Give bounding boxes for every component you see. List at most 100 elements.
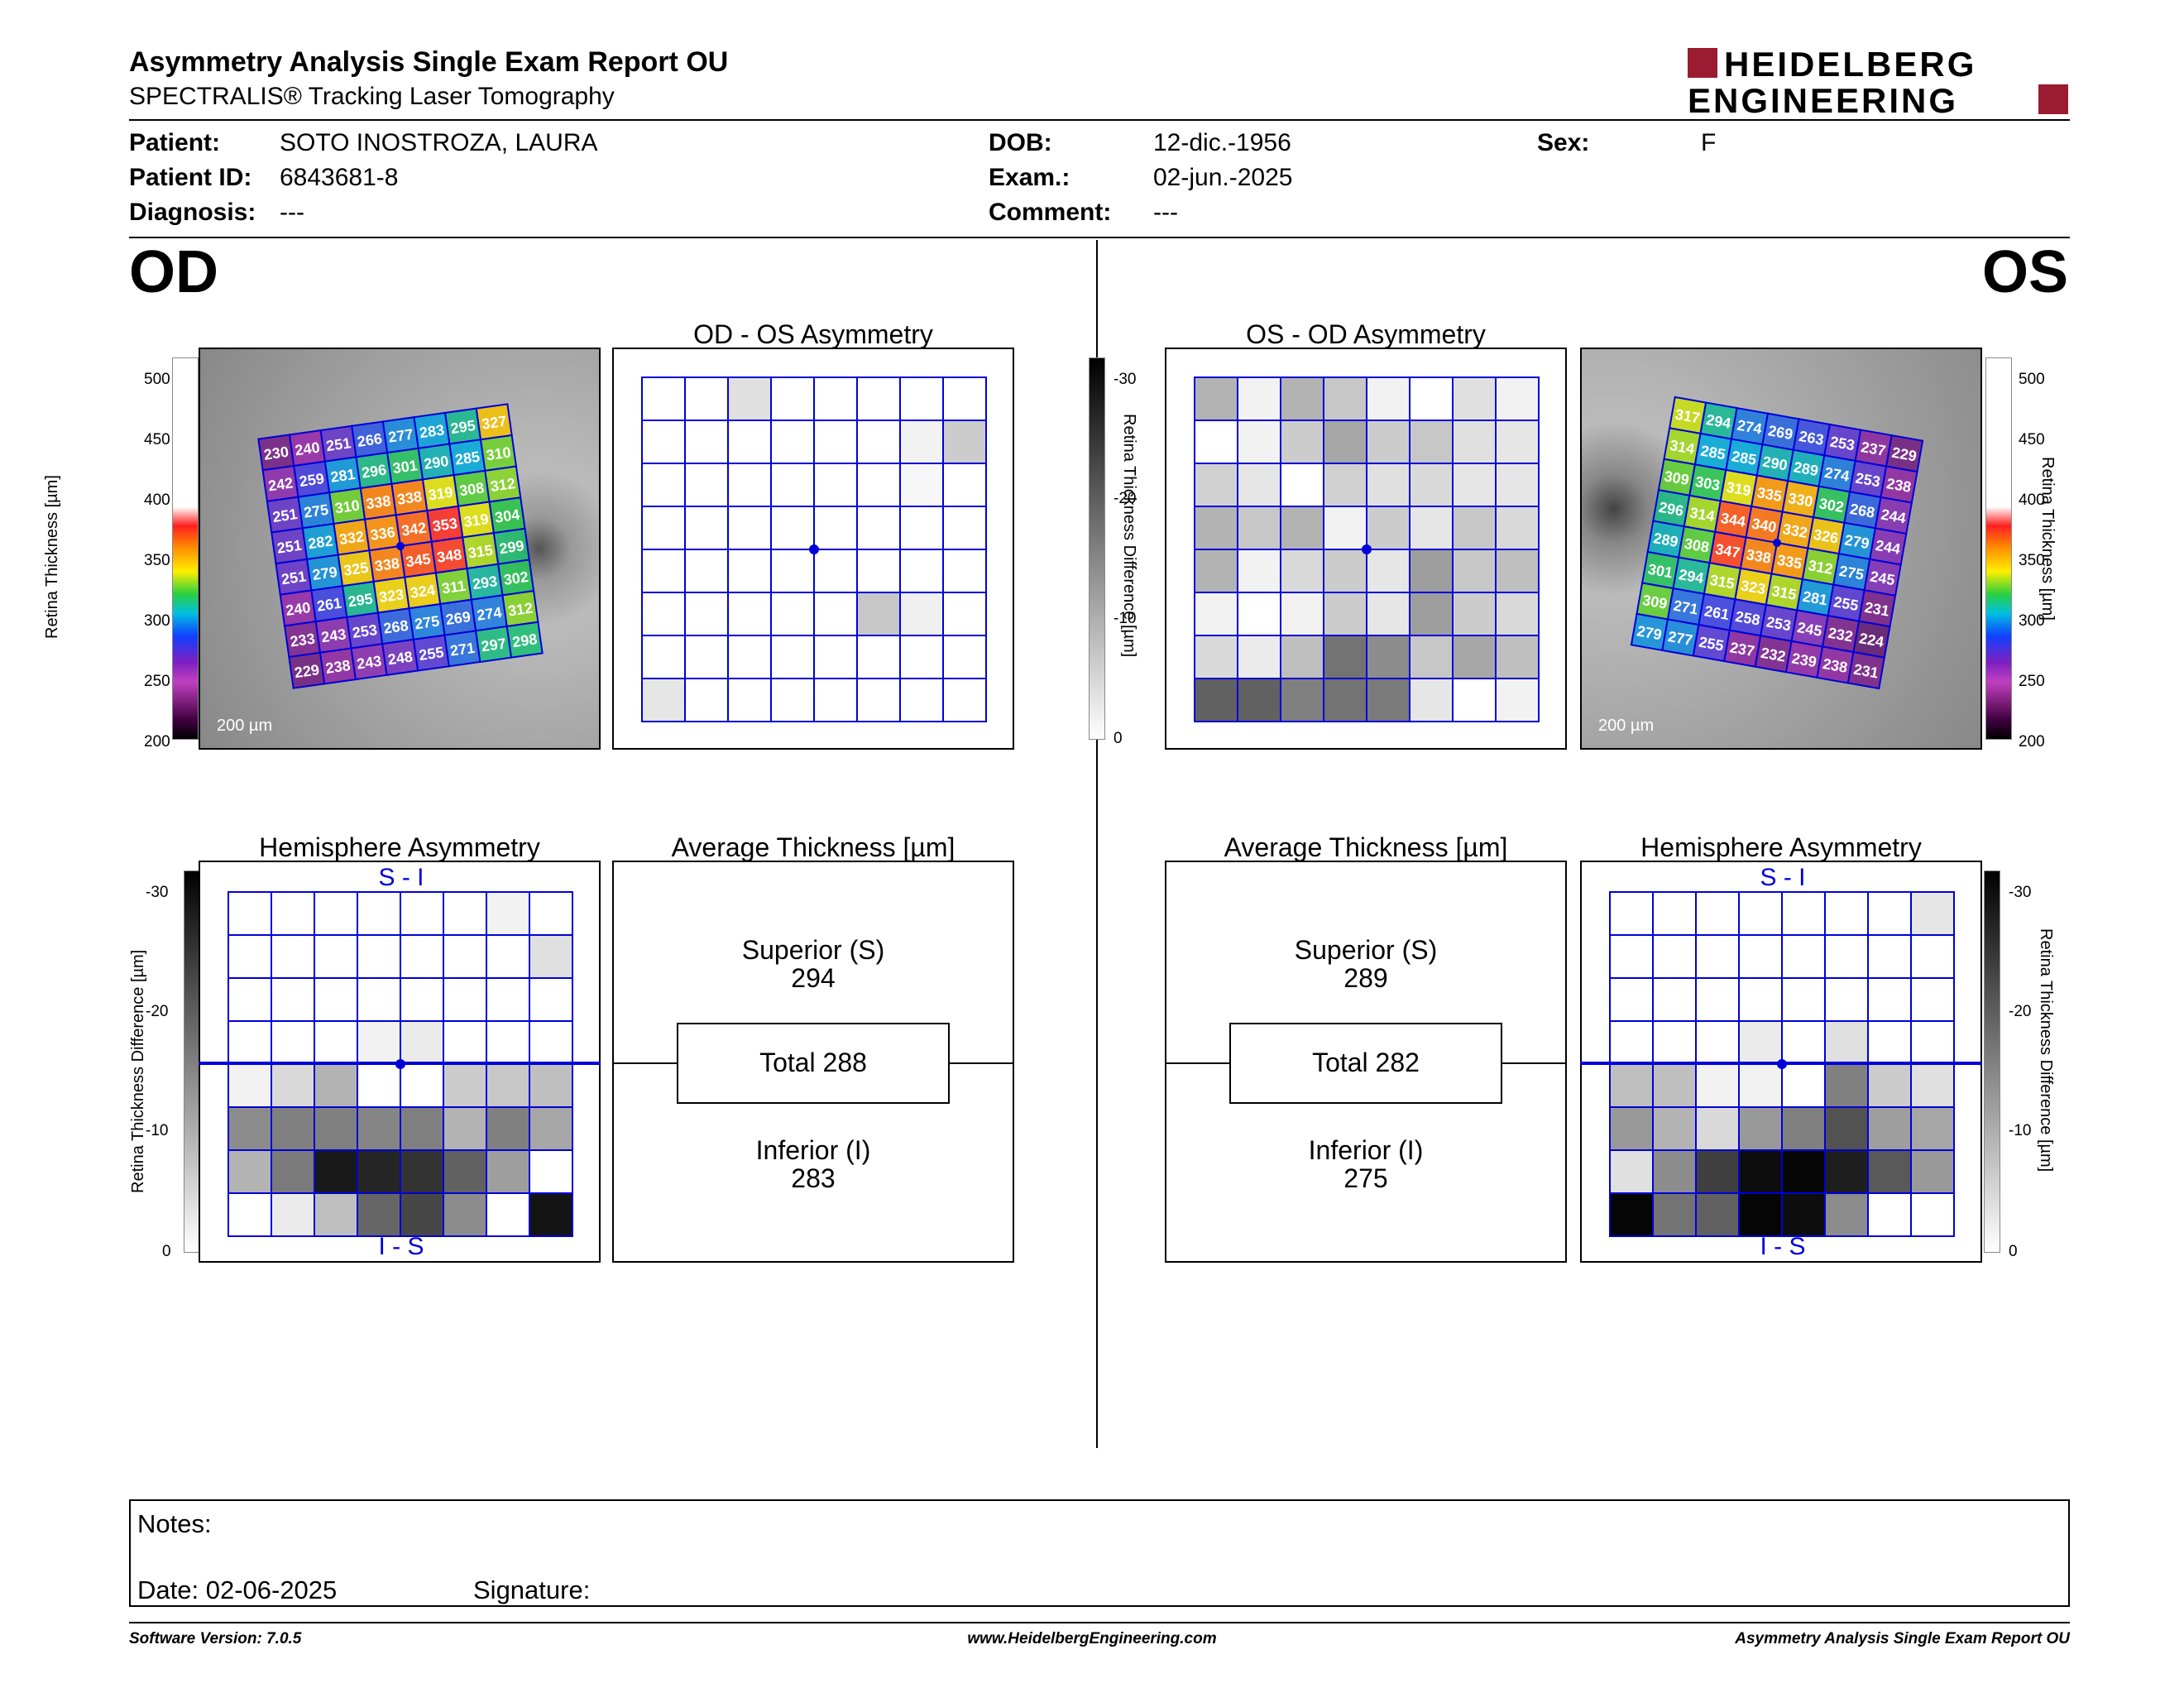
od-asym-cell [856, 635, 901, 679]
os-hemi-cell [1781, 977, 1826, 1022]
od-hemi-cell [443, 977, 487, 1022]
od-hemi-cell [271, 1063, 315, 1108]
od-thickness-value: 279 [311, 563, 338, 583]
od-hemi-cell [400, 1063, 444, 1108]
od-thickness-value: 243 [356, 653, 383, 673]
od-asym-cell [899, 549, 944, 593]
os-hemi-cell [1824, 891, 1869, 936]
od-asym-cell [641, 506, 686, 550]
od-asym-cell [813, 678, 858, 722]
od-thickness-value: 298 [511, 631, 539, 650]
od-thickness-value: 266 [357, 430, 384, 450]
od-asym-cell [641, 549, 686, 593]
os-asym-cell [1495, 549, 1540, 593]
os-asym-cell [1409, 463, 1454, 507]
signature-label: Signature: [473, 1575, 591, 1604]
os-asym-cell [1194, 376, 1238, 421]
os-hemi-cell [1781, 1020, 1826, 1065]
od-thickness-value: 338 [374, 554, 401, 574]
od-thickness-value: 311 [441, 578, 467, 597]
od-asym-cell [727, 463, 772, 507]
os-hemi-cell [1781, 1063, 1826, 1108]
od-thickness-value: 342 [400, 520, 428, 539]
od-hemi-cell [228, 977, 272, 1022]
od-hemi-tick-20: -20 [146, 1003, 169, 1020]
od-thickness-value: 290 [423, 453, 450, 472]
os-asym-cell [1280, 678, 1324, 722]
od-hemi-cell [357, 891, 401, 936]
os-inferior-value: 275 [1343, 1163, 1388, 1193]
od-hemi-cell [314, 1106, 358, 1151]
od-hemi-cell [314, 934, 358, 979]
od-hemi-midline [199, 1062, 601, 1065]
os-asym-cell [1194, 420, 1238, 464]
od-hemi-cell [271, 1020, 315, 1065]
od-thickness-value: 345 [405, 550, 432, 570]
comment-label: Comment: [989, 199, 1112, 226]
os-hemi-cell [1609, 934, 1654, 979]
od-fovea-dot [396, 542, 405, 550]
od-asym-cell [899, 592, 944, 636]
os-fovea-dot [1773, 539, 1781, 547]
os-asym-cell [1280, 506, 1324, 550]
od-hemi-title: Hemisphere Asymmetry [259, 832, 540, 862]
od-asym-cell [770, 463, 815, 507]
od-asym-cell [942, 420, 987, 464]
od-hemi-cell [529, 1020, 573, 1065]
os-hemi-cell [1652, 977, 1697, 1022]
os-hemi-cell [1867, 977, 1912, 1022]
od-asym-cell [641, 376, 686, 421]
od-hemi-cell [228, 1063, 272, 1108]
od-asym-cell [899, 420, 944, 464]
os-hemi-cell [1695, 934, 1740, 979]
od-superior-label: Superior (S) [741, 935, 885, 965]
od-thickness-value: 242 [267, 474, 295, 494]
os-hemi-cell [1609, 1192, 1654, 1237]
od-asym-cell [813, 592, 858, 636]
os-asym-cell [1323, 420, 1367, 464]
os-asym-cell [1366, 592, 1410, 636]
os-asym-cell [1409, 420, 1454, 464]
os-asym-grid [1194, 376, 1540, 722]
os-asym-cell [1323, 376, 1367, 421]
website-link[interactable]: www.HeidelbergEngineering.com [967, 1630, 1217, 1647]
os-asym-cell [1495, 592, 1540, 636]
header-divider [129, 119, 2070, 121]
od-thickness-value: 336 [369, 524, 396, 544]
os-hemi-cell [1652, 934, 1697, 979]
os-asym-cell [1237, 420, 1281, 464]
os-hemi-cell [1781, 891, 1826, 936]
od-hemi-tick-0: 0 [162, 1243, 171, 1260]
od-superior-value: 294 [791, 963, 836, 993]
os-hemi-cell [1867, 1063, 1912, 1108]
od-hemi-cell [271, 1149, 315, 1194]
os-asym-cell [1194, 506, 1238, 550]
od-scale-bar: 200 µm [217, 717, 273, 735]
od-asym-cell [641, 635, 686, 679]
os-asym-cell [1280, 463, 1324, 507]
od-avg-title: Average Thickness [µm] [671, 832, 956, 862]
os-hemi-cell [1824, 1063, 1869, 1108]
notes-box[interactable]: Notes: Date: 02-06-2025 Signature: [129, 1499, 2070, 1607]
od-asym-cell [856, 506, 901, 550]
od-hemi-cell [443, 1149, 487, 1194]
od-thickness-value: 310 [333, 496, 361, 516]
logo-line2: ENGINEERING [1688, 81, 1958, 116]
od-hemi-colorbar [184, 870, 200, 1253]
os-eye-label: OS [1982, 239, 2069, 305]
diagnosis-value: --- [280, 199, 304, 226]
os-hemi-cell [1781, 1192, 1826, 1237]
od-thickness-value: 251 [276, 537, 304, 557]
os-asym-cell [1409, 592, 1454, 636]
os-hemi-cell [1609, 891, 1654, 936]
os-hemi-cell [1738, 891, 1783, 936]
od-hemi-cell [443, 1063, 487, 1108]
os-hemi-tick-0: 0 [2009, 1243, 2018, 1260]
os-asym-cell [1237, 376, 1281, 421]
od-asym-cell [899, 678, 944, 722]
os-hemi-cell [1824, 1106, 1869, 1151]
od-hemi-cell [314, 891, 358, 936]
os-asym-cell [1409, 506, 1454, 550]
od-thickness-value: 269 [445, 608, 472, 628]
